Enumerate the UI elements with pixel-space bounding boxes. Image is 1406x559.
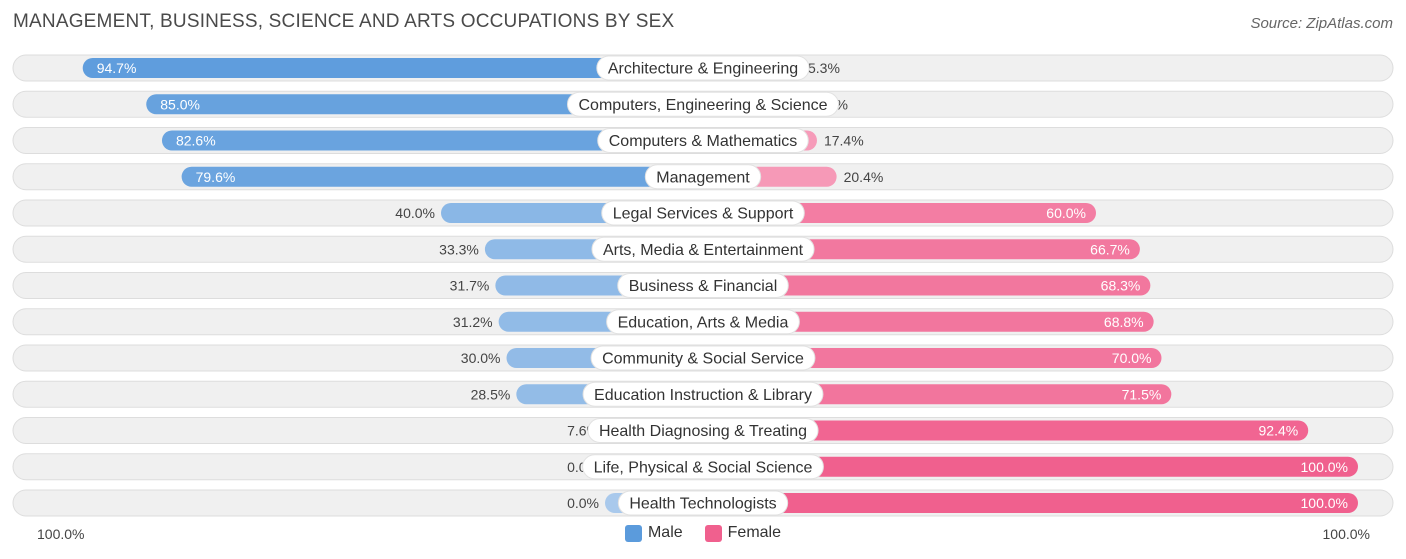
axis-right-label: 100.0% xyxy=(1322,526,1370,542)
value-label-female: 100.0% xyxy=(1301,495,1348,511)
value-label-male: 85.0% xyxy=(160,96,200,112)
category-pill xyxy=(582,381,824,407)
bar-male xyxy=(146,94,703,115)
chart-row: 31.7% 68.3% Business & Financial xyxy=(12,272,1394,299)
axis-left-label: 100.0% xyxy=(37,526,85,542)
value-label-female: 66.7% xyxy=(1090,241,1130,257)
value-label-female: 68.8% xyxy=(1104,314,1144,330)
value-label-male: 31.7% xyxy=(450,278,490,294)
category-label: Computers, Engineering & Science xyxy=(578,97,827,114)
chart-row: 82.6% 17.4% Computers & Mathematics xyxy=(12,127,1394,154)
chart-row: 33.3% 66.7% Arts, Media & Entertainment xyxy=(12,235,1394,263)
bar-male xyxy=(181,166,703,187)
bar-female xyxy=(703,348,1162,368)
chart-row: 28.5% 71.5% Education Instruction & Librar… xyxy=(12,380,1394,408)
chart-row: 79.6% 20.4% Management xyxy=(12,163,1394,191)
category-pill xyxy=(591,236,815,262)
legend-item-female: Female xyxy=(704,524,782,542)
chart-row: 0.0% 100.0% Health Technologists xyxy=(12,489,1394,517)
category-pill xyxy=(590,345,816,371)
category-label: Health Diagnosing & Treating xyxy=(599,423,807,440)
bar-female xyxy=(703,456,1358,477)
chart-row: 31.2% 68.8% Education, Arts & Media xyxy=(12,308,1394,336)
value-label-female: 5.3% xyxy=(808,60,840,76)
chart-source: Source: ZipAtlas.com xyxy=(1250,15,1393,32)
value-label-male: 82.6% xyxy=(176,133,216,149)
category-pill xyxy=(644,164,762,190)
category-label: Arts, Media & Entertainment xyxy=(603,242,804,259)
value-label-male: 0.0% xyxy=(567,495,599,511)
value-label-male: 31.2% xyxy=(453,314,493,330)
category-pill xyxy=(596,55,810,81)
bar-male xyxy=(161,130,704,151)
value-label-female: 92.4% xyxy=(1259,423,1299,439)
category-label: Health Technologists xyxy=(629,496,776,513)
category-label: Education, Arts & Media xyxy=(618,314,789,331)
legend: Male Female xyxy=(0,524,1406,542)
value-label-female: 100.0% xyxy=(1301,459,1348,475)
value-label-male: 30.0% xyxy=(461,350,501,366)
category-pill xyxy=(601,200,805,226)
bar-female xyxy=(703,311,1154,332)
value-label-female: 20.4% xyxy=(844,169,884,185)
category-pill xyxy=(587,418,819,443)
category-label: Education Instruction & Library xyxy=(594,387,812,404)
category-label: Legal Services & Support xyxy=(613,206,794,223)
category-label: Business & Financial xyxy=(629,278,778,295)
bar-female xyxy=(703,493,1358,513)
bar-female xyxy=(703,275,1151,296)
value-label-male: 33.3% xyxy=(439,241,479,257)
legend-item-male: Male xyxy=(624,524,683,542)
value-label-female: 70.0% xyxy=(1112,350,1152,366)
chart-row: 94.7% 5.3% Architecture & Engineering xyxy=(12,54,1394,82)
chart-row: 7.6% 92.4%Health Diagnosing & Treating xyxy=(12,417,1394,444)
legend-label-female: Female xyxy=(727,524,782,541)
legend-swatch-female xyxy=(704,524,722,542)
category-pill xyxy=(606,309,800,335)
chart-row: 40.0% 60.0% Legal Services & Support xyxy=(12,199,1394,227)
category-label: Management xyxy=(656,169,750,186)
chart-row: 85.0%15.0%Computers, Engineering & Scien… xyxy=(12,90,1394,118)
legend-swatch-male xyxy=(624,524,642,542)
chart-area: 94.7% 5.3% Architecture & Engineering 85.0%… xyxy=(12,54,1394,517)
value-label-male: 40.0% xyxy=(395,205,435,221)
value-label-female: 71.5% xyxy=(1122,386,1162,402)
category-label: Architecture & Engineering xyxy=(608,61,798,78)
value-label-female: 68.3% xyxy=(1101,278,1141,294)
bar-female xyxy=(703,420,1309,441)
value-label-male: 79.6% xyxy=(196,169,236,185)
category-label: Life, Physical & Social Science xyxy=(594,459,813,476)
category-pill xyxy=(617,490,789,516)
category-pill xyxy=(566,91,840,117)
category-label: Community & Social Service xyxy=(602,351,804,368)
category-pill xyxy=(582,454,824,480)
legend-label-male: Male xyxy=(647,524,683,541)
chart-row: 0.0%100.0%Life, Physical & Social Scienc… xyxy=(12,453,1394,481)
category-pill xyxy=(617,273,789,298)
category-label: Computers & Mathematics xyxy=(609,133,798,150)
value-label-male: 28.5% xyxy=(471,386,511,402)
chart-title: MANAGEMENT, BUSINESS, SCIENCE AND ARTS O… xyxy=(13,11,675,32)
value-label-male: 94.7% xyxy=(97,60,137,76)
category-pill xyxy=(597,128,809,153)
chart-row: 30.0% 70.0% Community & Social Service xyxy=(12,344,1394,372)
bar-male xyxy=(82,58,704,78)
value-label-female: 17.4% xyxy=(824,133,864,149)
value-label-female: 60.0% xyxy=(1046,205,1086,221)
